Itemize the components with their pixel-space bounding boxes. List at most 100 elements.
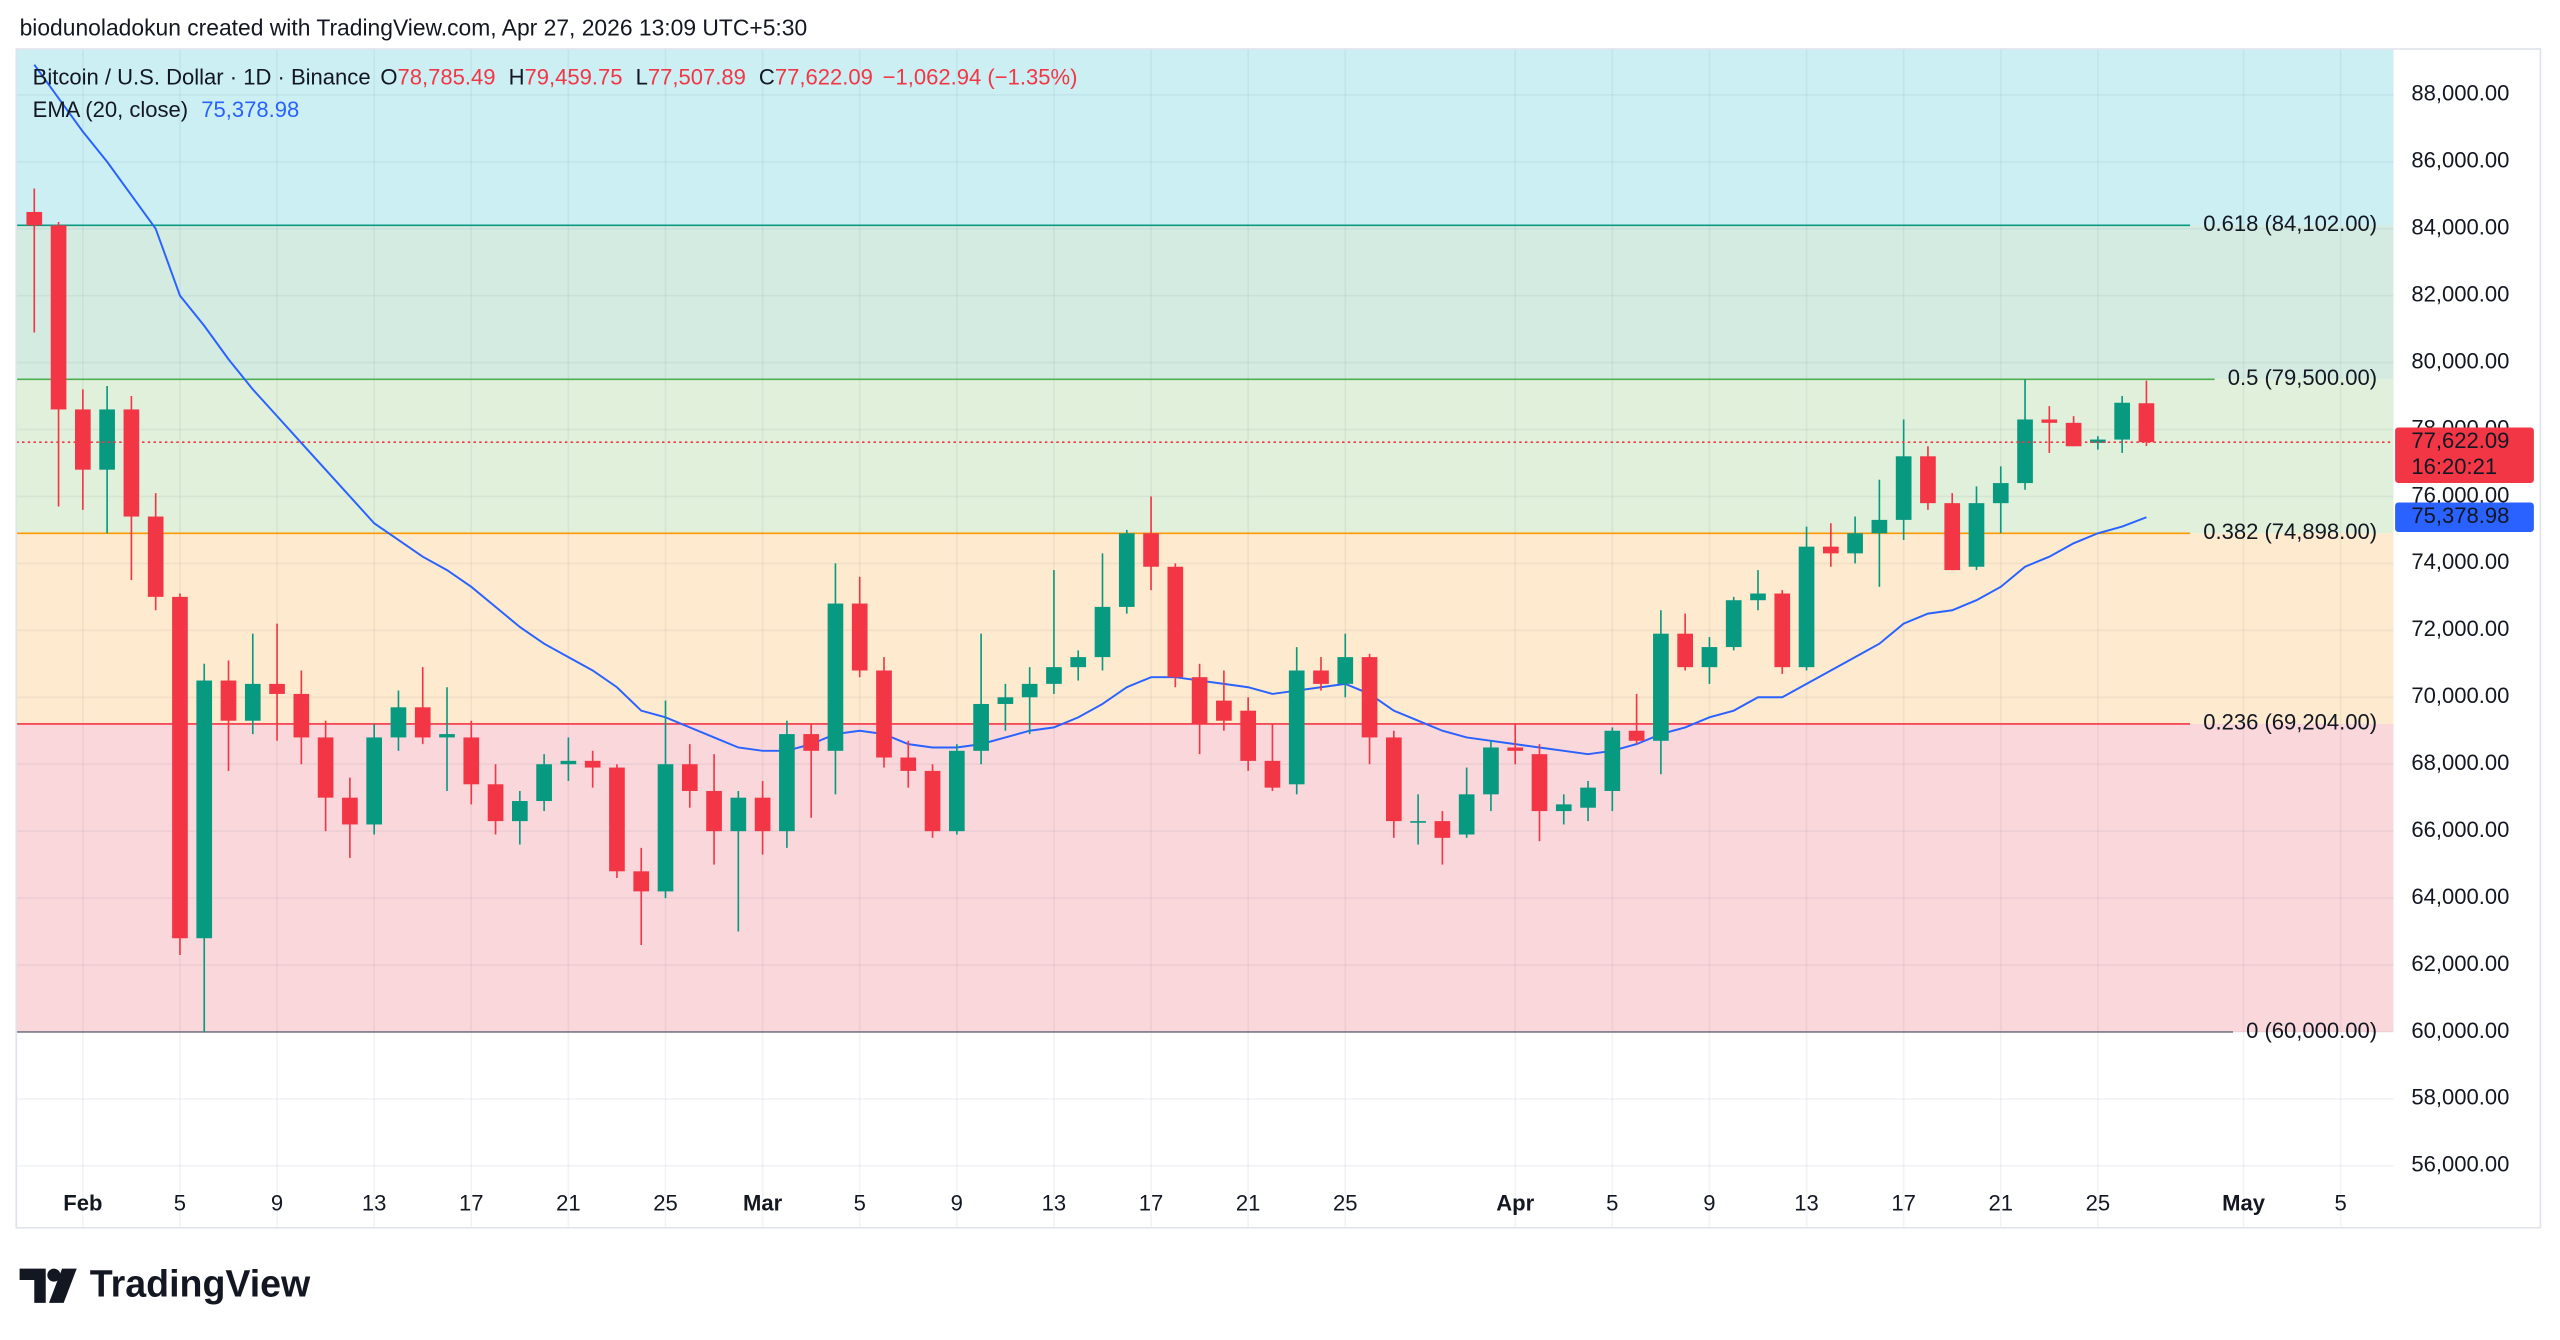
y-tick-label: 88,000.00: [2411, 81, 2509, 106]
candle-body: [1653, 633, 1669, 741]
brand-name: TradingView: [90, 1262, 311, 1304]
ema-value: 75,378.98: [201, 97, 299, 122]
candle-body: [99, 409, 115, 470]
x-tick-label: May: [2222, 1191, 2266, 1216]
candle-body: [1774, 593, 1791, 668]
legend-value: 77,622.09: [775, 64, 873, 89]
candle-body: [2138, 403, 2155, 443]
fib-label: 0.5 (79,500.00): [2228, 365, 2377, 390]
x-tick-label: 17: [1139, 1191, 1164, 1216]
candle-body: [2017, 419, 2033, 484]
y-tick-label: 66,000.00: [2411, 817, 2509, 842]
candle-body: [827, 603, 844, 751]
candle-body: [1677, 633, 1693, 668]
candle-body: [1871, 519, 1888, 534]
candle-body: [1410, 821, 1426, 823]
candle-body: [1531, 754, 1548, 812]
candle-body: [1191, 677, 1208, 725]
y-tick-label: 70,000.00: [2411, 683, 2509, 708]
candle-body: [924, 770, 941, 832]
candle-body: [1847, 533, 1863, 554]
x-tick-label: 13: [362, 1191, 387, 1216]
symbol-name: Bitcoin / U.S. Dollar · 1D · Binance: [33, 64, 371, 89]
candle-body: [584, 760, 601, 768]
x-tick-label: 17: [459, 1191, 484, 1216]
fib-label: 0 (60,000.00): [2246, 1018, 2377, 1043]
y-tick-label: 56,000.00: [2411, 1152, 2509, 1177]
x-tick-label: 13: [1794, 1191, 1819, 1216]
candle-body: [172, 596, 188, 939]
y-tick-label: 62,000.00: [2411, 951, 2509, 976]
legend-value: 77,507.89: [648, 64, 746, 89]
fib-zone: [16, 379, 2394, 534]
fib-zone: [16, 225, 2394, 380]
logo-dot: [47, 1268, 61, 1282]
candle-body: [1701, 647, 1718, 668]
y-tick-label: 86,000.00: [2411, 148, 2509, 173]
candle-body: [657, 764, 674, 892]
candle-body: [1750, 593, 1766, 601]
candle-body: [1604, 730, 1621, 791]
candle-body: [1361, 657, 1378, 738]
ema-legend: EMA (20, close) 75,378.98: [33, 97, 300, 122]
candle-body: [1070, 657, 1087, 668]
y-tick-label: 74,000.00: [2411, 549, 2509, 574]
candle-body: [342, 797, 358, 825]
legend-key: C: [759, 64, 775, 89]
candle-body: [706, 790, 722, 832]
fib-zone: [16, 723, 2394, 1032]
candle-body: [633, 871, 650, 892]
candle-body: [196, 680, 213, 939]
x-tick-label: 25: [653, 1191, 678, 1216]
y-tick-label: 60,000.00: [2411, 1018, 2509, 1043]
candle-body: [1167, 566, 1184, 678]
y-tick-label: 84,000.00: [2411, 215, 2509, 240]
candle-body: [1920, 456, 1936, 504]
candle-body: [754, 797, 771, 832]
candle-body: [1580, 787, 1596, 808]
legend-value: 78,785.49: [398, 64, 496, 89]
candle-body: [973, 703, 989, 751]
fib-label: 0.236 (69,204.00): [2203, 710, 2377, 735]
candle-body: [1507, 747, 1524, 751]
x-tick-label: Apr: [1496, 1191, 1534, 1216]
candle-body: [366, 737, 383, 825]
candle-body: [609, 767, 625, 872]
candle-body: [1798, 546, 1815, 668]
candle-body: [26, 211, 43, 226]
y-tick-label: 58,000.00: [2411, 1085, 2509, 1110]
ema-name: EMA (20, close): [33, 97, 188, 122]
ema-line: [33, 64, 2147, 756]
x-tick-label: 21: [1236, 1191, 1261, 1216]
brand-logo: [19, 1268, 77, 1303]
x-tick-label: 5: [1606, 1191, 1618, 1216]
candle-body: [1944, 503, 1961, 571]
candle-body: [147, 516, 164, 597]
legend-change: −1,062.94 (−1.35%): [883, 64, 1078, 89]
candle-body: [75, 409, 91, 470]
candle-body: [730, 797, 747, 832]
candle-body: [2090, 439, 2106, 443]
candle-body: [1143, 533, 1159, 567]
legend-key: H: [509, 64, 525, 89]
candle-body: [2041, 419, 2058, 423]
chart-frame: [15, 48, 2542, 1229]
candle-body: [1992, 483, 2009, 504]
candle-body: [220, 680, 237, 721]
candle-body: [948, 750, 965, 832]
candle-body: [317, 737, 334, 798]
candle-body: [681, 764, 698, 791]
candle-body: [1895, 456, 1912, 520]
candle-body: [1240, 710, 1256, 761]
candle-body: [997, 697, 1014, 704]
candle-body: [1021, 683, 1038, 698]
bar-countdown: 16:20:21: [2411, 454, 2497, 479]
candle-body: [414, 707, 431, 738]
candle-body: [390, 707, 407, 738]
candle-body: [536, 764, 552, 802]
legend-key: O: [380, 64, 397, 89]
candle-body: [1434, 821, 1451, 838]
plot-area: 0.618 (84,102.00) 0.5 (79,500.00) 0.382 (7…: [16, 48, 2534, 1228]
